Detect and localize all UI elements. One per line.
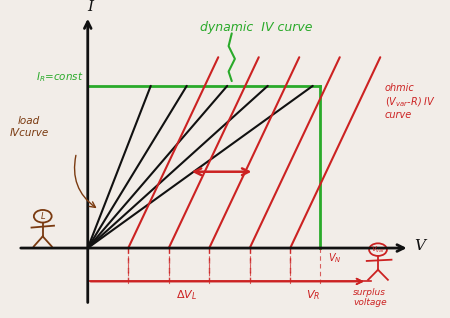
Text: $V_N$: $V_N$ (328, 251, 342, 265)
Text: $I_R$=const: $I_R$=const (36, 71, 83, 84)
Text: load
IVcurve: load IVcurve (9, 116, 49, 138)
Text: $\Delta V_L$: $\Delta V_L$ (176, 288, 197, 301)
Text: $V_{var}$: $V_{var}$ (370, 245, 386, 255)
Text: ohmic
$(V_{var}$-R) IV
curve: ohmic $(V_{var}$-R) IV curve (385, 83, 436, 120)
Text: L: L (40, 212, 45, 221)
Text: I: I (87, 0, 93, 14)
Text: dynamic  IV curve: dynamic IV curve (200, 21, 313, 34)
Text: surplus
voltage: surplus voltage (353, 288, 387, 307)
Text: $V_R$: $V_R$ (306, 288, 320, 301)
Text: V: V (414, 239, 425, 253)
